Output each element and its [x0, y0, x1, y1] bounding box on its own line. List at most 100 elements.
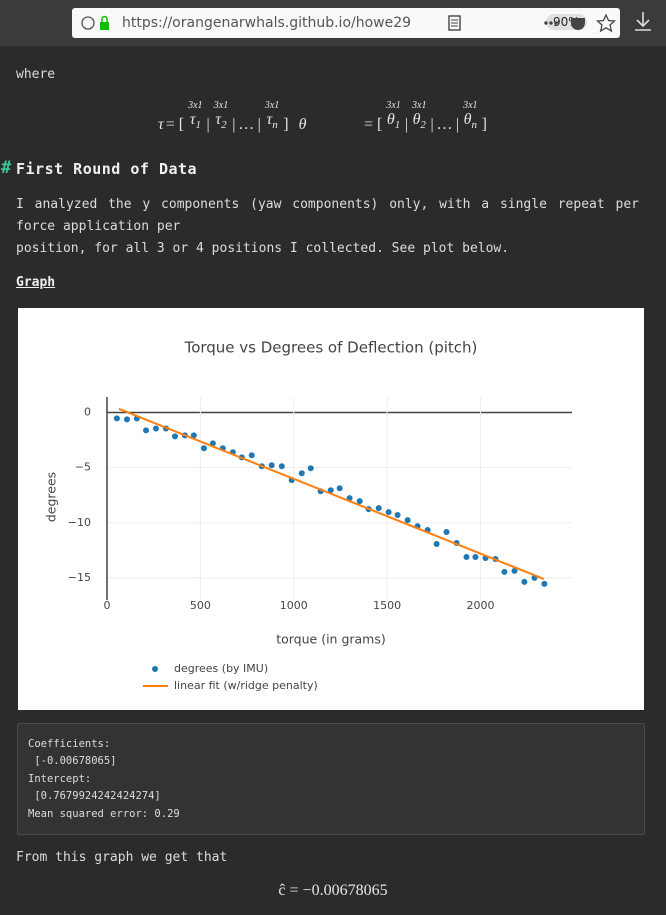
- math-subscript: 2: [420, 119, 426, 132]
- page-actions[interactable]: [538, 8, 618, 38]
- heading-anchor[interactable]: #: [1, 158, 12, 178]
- math-symbol-base: θ: [386, 111, 395, 128]
- scatter-point: [356, 498, 363, 505]
- math-delimiter: |: [430, 116, 434, 134]
- scatter-point: [113, 415, 120, 422]
- code-line: Intercept:: [28, 773, 92, 785]
- x-tick-label: 1000: [280, 599, 308, 612]
- math-subscript: n: [272, 119, 278, 132]
- scatter-point: [385, 509, 392, 516]
- downloads-icon[interactable]: [628, 0, 658, 46]
- scatter-point: [171, 433, 178, 440]
- math-tail: θ: [298, 116, 307, 134]
- scatter-point: [327, 487, 334, 494]
- code-line: [-0.00678065]: [28, 755, 117, 767]
- scatter-point: [268, 462, 275, 469]
- math-cell: 3x1 θn: [463, 100, 477, 134]
- y-axis-label: degrees: [44, 472, 59, 522]
- x-tick-label: 500: [190, 599, 211, 612]
- y-tick-label: −5: [75, 461, 91, 474]
- y-tick-label: −10: [68, 516, 91, 529]
- scatter-point: [433, 540, 440, 547]
- scatter-point: [443, 529, 450, 536]
- url-text[interactable]: https://orangenarwhals.github.io/howe29: [122, 15, 412, 31]
- scatter-point: [307, 465, 314, 472]
- graph-heading[interactable]: Graph: [16, 275, 56, 290]
- scatter-point: [278, 463, 285, 470]
- browser-toolbar: https://orangenarwhals.github.io/howe29 …: [0, 0, 666, 46]
- result-math: ĉ = −0.00678065: [278, 882, 388, 899]
- scatter-point: [200, 445, 207, 452]
- code-line: Mean squared error: 0.29: [28, 808, 180, 820]
- paragraph-line: position, for all 3 or 4 positions I col…: [16, 241, 510, 256]
- math-lhs: τ: [158, 116, 164, 134]
- scatter-point: [298, 470, 305, 477]
- conclusion-text: From this graph we get that: [16, 850, 228, 865]
- y-tick-label: 0: [84, 405, 91, 418]
- math-symbol-base: θ: [412, 111, 421, 128]
- scatter-point: [521, 578, 528, 585]
- code-block: Coefficients: [-0.00678065] Intercept: […: [17, 723, 645, 835]
- math-symbol: …: [239, 116, 253, 134]
- x-tick-label: 0: [104, 599, 111, 612]
- math-symbol: …: [438, 116, 452, 134]
- scatter-point: [404, 517, 411, 524]
- math-cell: 3x1 τ2: [214, 100, 228, 134]
- math-symbol-base: τ: [215, 111, 222, 128]
- paragraph-line: force application per: [16, 219, 181, 234]
- math-delimiter: |: [257, 116, 261, 134]
- scatter-point: [190, 432, 197, 439]
- math-symbol: τ1: [190, 111, 201, 134]
- paragraph-line: I analyzed the y components (yaw compone…: [16, 197, 639, 212]
- url-field[interactable]: https://orangenarwhals.github.io/howe29 …: [72, 8, 620, 38]
- scatter-point: [123, 416, 130, 423]
- site-info-icons[interactable]: [78, 8, 118, 38]
- scatter-point: [511, 567, 518, 574]
- math-superscript: 3x1: [213, 100, 229, 111]
- math-symbol: τ2: [215, 111, 226, 134]
- code-line: Coefficients:: [28, 738, 111, 750]
- section-heading: First Round of Data: [16, 160, 198, 178]
- math-cell: 3x1 τ1: [188, 100, 202, 134]
- reader-icon[interactable]: [448, 15, 462, 31]
- math-superscript: 3x1: [264, 100, 280, 111]
- scatter-point: [463, 553, 470, 560]
- math-cell: …: [438, 116, 452, 134]
- math-delimiter: |: [404, 116, 409, 134]
- math-cell: 3x1 θ1: [386, 100, 400, 134]
- scatter-point: [394, 512, 401, 519]
- math-symbol-base: …: [239, 116, 254, 134]
- math-symbol: θn: [464, 111, 477, 134]
- code-line: [0.7679924242424274]: [28, 790, 161, 802]
- math-symbol: θ1: [387, 111, 400, 134]
- math-subscript: 2: [221, 119, 227, 132]
- math-symbol-base: τ: [189, 111, 196, 128]
- math-cell: 3x1 τn: [265, 100, 279, 134]
- math-delimiter: ]: [481, 116, 487, 134]
- scatter-point: [541, 580, 548, 587]
- legend-label: degrees (by IMU): [174, 662, 268, 675]
- x-axis-label: torque (in grams): [276, 632, 386, 647]
- math-delimiter: [: [377, 116, 383, 134]
- where-text: where: [16, 67, 56, 82]
- math-delimiter: |: [232, 116, 236, 134]
- math-symbol: θ2: [413, 111, 426, 134]
- x-tick-label: 2000: [466, 599, 494, 612]
- fit-line: [118, 407, 545, 580]
- math-symbol-base: …: [437, 116, 452, 134]
- y-tick-label: −15: [68, 571, 91, 584]
- scatter-point: [152, 425, 159, 432]
- math-theta: =[3x1 θ1 | 3x1 θ2 |… | 3x1 θn]: [362, 100, 489, 134]
- math-delimiter: |: [206, 116, 210, 134]
- math-delimiter: |: [455, 116, 460, 134]
- legend-label: linear fit (w/ridge penalty): [174, 679, 318, 692]
- math-subscript: 1: [394, 119, 401, 132]
- math-delimiter: ]: [283, 116, 289, 134]
- math-superscript: 3x1: [412, 100, 427, 111]
- math-symbol: τn: [266, 111, 277, 134]
- math-symbol-base: θ: [463, 111, 472, 128]
- chart: Torque vs Degrees of Deflection (pitch) …: [44, 339, 572, 692]
- chart-container: Torque vs Degrees of Deflection (pitch) …: [18, 308, 644, 710]
